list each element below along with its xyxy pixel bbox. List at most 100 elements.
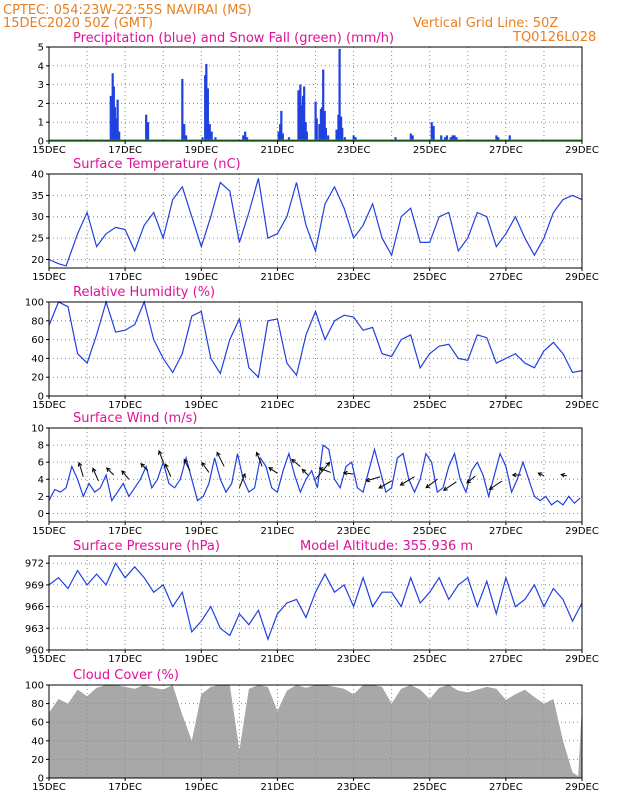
wind-arrow <box>315 462 330 480</box>
y-tick-label: 2 <box>38 492 44 503</box>
y-tick-label: 20 <box>31 373 44 384</box>
panel-title: Cloud Cover (%) <box>73 668 179 683</box>
wind-arrow-head <box>425 483 431 489</box>
precip-bar <box>343 137 347 141</box>
panel-4: Surface Pressure (hPa) Model Altitude: 35… <box>25 539 599 665</box>
panel-frame <box>48 173 583 269</box>
y-tick-label: 0 <box>38 774 44 785</box>
precip-bar <box>319 109 323 141</box>
y-tick-label: 100 <box>25 681 44 692</box>
precip-bar <box>280 110 283 141</box>
wind-arrow-head <box>201 461 206 467</box>
x-tick-label: 19DEC <box>184 272 218 283</box>
precip-bar <box>445 135 449 141</box>
x-tick-label: 23DEC <box>337 526 371 537</box>
wind-arrow-head <box>318 467 324 472</box>
y-tick-label: 35 <box>31 191 44 202</box>
precip-bar <box>341 127 344 141</box>
x-tick-label: 23DEC <box>337 782 371 793</box>
x-tick-label: 25DEC <box>413 272 447 283</box>
wind-arrow-head <box>77 461 83 467</box>
precip-bar <box>337 114 340 141</box>
wind-arrow <box>319 467 331 473</box>
panel-3: Surface Wind (m/s) 0 2 4 6 8 10 15DEC 17DEC 19DEC… <box>31 411 599 537</box>
panel-title: Surface Wind (m/s) <box>73 411 197 426</box>
wind-arrow-head <box>488 485 494 490</box>
x-tick-label: 29DEC <box>565 654 599 665</box>
y-tick-label: 969 <box>25 580 44 591</box>
wind-arrow <box>106 467 115 476</box>
x-tick-label: 15DEC <box>32 782 66 793</box>
x-tick-label: 21DEC <box>261 654 295 665</box>
x-tick-label: 21DEC <box>261 272 295 283</box>
x-tick-label: 23DEC <box>337 145 371 156</box>
precip-bar <box>210 131 213 141</box>
wind-arrow-head <box>466 478 472 484</box>
y-tick-label: 8 <box>38 441 44 452</box>
series-line <box>48 178 583 267</box>
y-tick-label: 25 <box>31 234 44 245</box>
wind-arrow <box>201 462 210 473</box>
precip-bar <box>327 135 330 141</box>
precip-bar <box>300 105 303 141</box>
wind-arrow-head <box>511 472 517 478</box>
wind-arrow <box>466 475 476 484</box>
x-tick-label: 29DEC <box>565 782 599 793</box>
wind-arrow <box>489 480 503 490</box>
series-line <box>48 561 583 642</box>
panel-5: Cloud Cover (%) 0 20 40 60 80 100 15DEC 17DEC 19D… <box>25 668 599 793</box>
wind-arrow <box>378 480 392 489</box>
x-tick-label: 29DEC <box>565 145 599 156</box>
precip-bar <box>318 124 321 141</box>
header-datetime: 15DEC2020 50Z (GMT) <box>3 16 153 31</box>
precip-bar <box>323 110 326 141</box>
y-tick-label: 30 <box>31 212 44 223</box>
precip-bar <box>297 90 300 141</box>
precip-bar <box>277 131 280 141</box>
precip-bar <box>281 133 284 141</box>
precip-bar <box>495 135 498 141</box>
y-tick-label: 966 <box>25 602 44 613</box>
wind-arrow <box>92 468 99 482</box>
wind-arrow-head <box>216 451 221 457</box>
precip-bar <box>185 135 188 141</box>
precip-bar <box>201 137 204 141</box>
y-tick-label: 60 <box>31 718 44 729</box>
precip-bar <box>322 69 325 141</box>
precip-bar <box>115 118 118 141</box>
precip-bar <box>181 78 184 141</box>
precip-bar <box>111 73 114 141</box>
wind-arrow <box>121 470 130 480</box>
y-tick-label: 40 <box>31 354 44 365</box>
y-tick-label: 972 <box>25 559 44 570</box>
precip-bar <box>113 107 117 141</box>
precip-bar <box>508 135 511 141</box>
panel-title: Relative Humidity (%) <box>73 285 215 300</box>
panels: Precipitation (blue) and Snow Fall (gree… <box>25 31 599 793</box>
y-tick-label: 20 <box>31 255 44 266</box>
y-tick-label: 0 <box>38 392 44 403</box>
wind-arrow-head <box>365 477 371 483</box>
precip-bar <box>303 86 306 141</box>
wind-arrow-head <box>399 481 405 486</box>
precip-bar <box>432 125 435 141</box>
panel-frame <box>48 684 583 779</box>
header-grid-info: Vertical Grid Line: 50Z <box>413 16 558 31</box>
panel-frame <box>48 427 583 523</box>
x-tick-label: 27DEC <box>489 526 523 537</box>
precip-bar <box>109 95 112 141</box>
precip-bar <box>320 107 324 141</box>
x-tick-label: 25DEC <box>413 526 447 537</box>
y-tick-label: 10 <box>31 424 44 435</box>
wind-arrow-head <box>537 472 543 477</box>
precip-bar <box>340 116 343 141</box>
precip-bar <box>206 88 209 141</box>
y-tick-label: 0 <box>38 137 44 148</box>
wind-arrow <box>400 476 415 486</box>
precip-bar <box>242 135 245 141</box>
precip-bar <box>335 129 338 141</box>
y-tick-label: 100 <box>25 298 44 309</box>
x-tick-label: 19DEC <box>184 654 218 665</box>
wind-arrow-head <box>291 458 296 464</box>
